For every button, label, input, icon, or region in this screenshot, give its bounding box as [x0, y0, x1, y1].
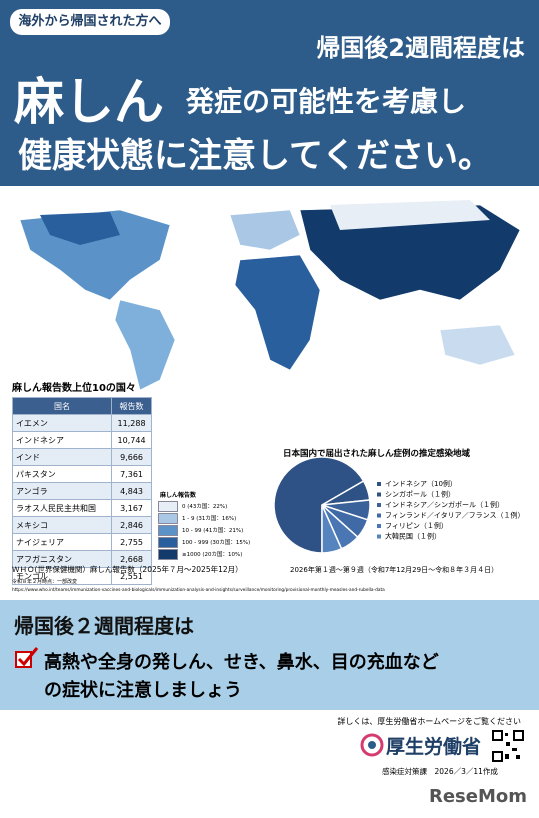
check-icon: [15, 647, 39, 668]
legend-label: インドネシア／シンガポール（１例）: [385, 500, 504, 509]
legend-swatch: [377, 482, 381, 486]
legend-item: 1 - 9 (31カ国：16%): [158, 512, 250, 524]
notice-band: [0, 600, 539, 710]
table-cell: 2,846: [111, 516, 152, 534]
table-row: モンゴル 2,551: [11, 567, 152, 585]
notice-text: の症状に注意しましょう: [44, 680, 242, 701]
legend-swatch: [158, 500, 178, 512]
legend-swatch: [377, 503, 381, 507]
legend-swatch: [158, 512, 178, 524]
table-row: ナイジェリア 2,755: [11, 533, 152, 551]
table-cell: アンゴラ: [11, 482, 113, 500]
table-cell: パキスタン: [11, 465, 113, 483]
pie-title: 日本国内で届出された麻しん症例の推定感染地域: [283, 449, 471, 459]
table-row: パキスタン 7,361: [11, 465, 152, 483]
table-row: ラオス人民民主共和国 3,167: [11, 499, 152, 517]
legend-label: 大韓民国（１例）: [385, 532, 441, 541]
table-cell: ラオス人民民主共和国: [11, 499, 113, 517]
table-cell: 7,361: [111, 465, 152, 483]
legend-swatch: [158, 548, 178, 560]
headline: 健康状態に注意してください。: [18, 136, 492, 176]
table-header: 国名 報告数: [11, 397, 152, 415]
column-header: 国名: [11, 397, 113, 415]
made-date: 感染症対策課 2026／3／11作成: [382, 767, 498, 776]
legend-label: ≥1000 (20カ国：10%): [182, 552, 243, 558]
ministry: 厚生労働省: [386, 736, 482, 758]
table-cell: イエメン: [11, 414, 113, 432]
table-cell: 4,843: [111, 482, 152, 500]
qr-code: [492, 730, 524, 762]
map-legend: 0 (43カ国：22%) 1 - 9 (31カ国：16%) 10 - 99 (41カ…: [158, 500, 250, 560]
table-cell: 2,668: [111, 550, 152, 568]
logo-icon: [360, 733, 384, 757]
legend-swatch: [158, 524, 178, 536]
column-header: 報告数: [111, 397, 152, 415]
table-row: インド 9,666: [11, 448, 152, 466]
headline-big: 麻しん: [14, 73, 164, 131]
table-cell: モンゴル: [11, 567, 113, 585]
table-row: イエメン 11,288: [11, 414, 152, 432]
table-cell: 2,551: [111, 567, 152, 585]
notice-text: 高熱や全身の発しん、せき、鼻水、目の充血など: [44, 652, 439, 673]
pie-chart: インドネシア（10例） シンガポール（１例）インドネシア／シンガポール（１例） フィ…: [273, 456, 524, 554]
legend-item: 100 - 999 (30カ国：15%): [158, 536, 250, 548]
legend-swatch: [377, 524, 381, 528]
brand: ReseMom: [428, 786, 527, 807]
legend-label: 0 (43カ国：22%): [182, 504, 228, 510]
table-row: インドネシア 10,744: [11, 431, 152, 449]
legend-label: 100 - 999 (30カ国：15%): [182, 540, 251, 546]
legend-label: 1 - 9 (31カ国：16%): [182, 516, 237, 522]
table-cell: 9,666: [111, 448, 152, 466]
legend-label: インドネシア（10例）: [385, 479, 457, 488]
legend-item: 10 - 99 (41カ国：21%): [158, 524, 250, 536]
legend-label: シンガポール（１例）: [385, 490, 455, 499]
pie-slice: [321, 504, 343, 554]
source: ＷＨＯ(世界保健機関）麻しん報告数（2025年７月〜2025年12月）: [12, 565, 243, 574]
legend-label: フィンランド／イタリア／フランス（１例）: [385, 511, 524, 520]
legend-swatch: [377, 492, 381, 497]
legend-item: ≥1000 (20カ国：10%): [158, 548, 250, 560]
pie-caption: 2026年第１週〜第９週（令和7年12月29日〜令和８年３月４日）: [290, 566, 499, 574]
source: 令和８年２月時点：一部改変: [12, 579, 78, 585]
legend-label: フィリピン（１例）: [385, 521, 448, 530]
headline: 発症の可能性を考慮し: [186, 85, 467, 118]
legend-swatch: [158, 536, 178, 548]
table-cell: インド: [11, 448, 113, 466]
legend-label: 10 - 99 (41カ国：21%): [182, 528, 244, 534]
notice-title: 帰国後２週間程度は: [14, 614, 194, 638]
source-url: https://www.who.int/teams/immunization-v…: [12, 588, 385, 593]
more-info: 詳しくは、厚生労働省ホームページをご覧ください: [337, 717, 521, 726]
table-cell: 10,744: [111, 431, 152, 449]
table-cell: メキシコ: [11, 516, 113, 534]
table-cell: ナイジェリア: [11, 533, 113, 551]
tag: 海外から帰国された方へ: [10, 9, 170, 35]
table-title: 麻しん報告数上位10の国々: [12, 383, 136, 394]
report-table: 国名 報告数 イエメン 11,288 インドネシア 10,744 インド 9,666 パキスタン…: [11, 397, 152, 585]
world-map: [19, 200, 521, 390]
legend-swatch: [377, 513, 381, 518]
table-cell: インドネシア: [11, 431, 113, 449]
pie-slice: [273, 456, 365, 554]
legend-item: 0 (43カ国：22%): [158, 500, 250, 512]
table-cell: 2,755: [111, 533, 152, 551]
table-cell: 3,167: [111, 499, 152, 517]
table-row: アンゴラ 4,843: [11, 482, 152, 500]
legend-title: 麻しん報告数: [160, 492, 197, 499]
headline: 帰国後2週間程度は: [316, 34, 525, 62]
legend-swatch: [377, 534, 381, 539]
table-row: メキシコ 2,846: [11, 516, 152, 534]
table-cell: 11,288: [111, 414, 152, 432]
